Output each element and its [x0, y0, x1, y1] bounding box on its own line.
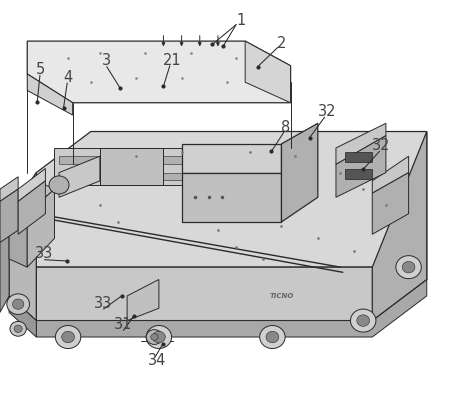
- Circle shape: [10, 321, 26, 336]
- Polygon shape: [345, 152, 372, 162]
- Polygon shape: [182, 173, 281, 222]
- Text: 8: 8: [281, 120, 291, 135]
- Text: 21: 21: [163, 53, 182, 68]
- Circle shape: [49, 176, 69, 194]
- Circle shape: [55, 326, 81, 349]
- Text: TICNO: TICNO: [269, 293, 294, 299]
- Circle shape: [260, 326, 285, 349]
- Polygon shape: [36, 132, 427, 267]
- Circle shape: [153, 331, 165, 343]
- Circle shape: [62, 331, 74, 343]
- Polygon shape: [372, 156, 409, 193]
- Polygon shape: [372, 132, 427, 321]
- Polygon shape: [9, 173, 36, 255]
- Polygon shape: [9, 173, 36, 321]
- Polygon shape: [245, 41, 291, 103]
- Polygon shape: [0, 214, 9, 312]
- Circle shape: [396, 256, 421, 279]
- Circle shape: [146, 326, 172, 349]
- Polygon shape: [36, 279, 427, 337]
- Polygon shape: [36, 226, 427, 321]
- Text: 34: 34: [148, 353, 166, 368]
- Text: 32: 32: [318, 104, 336, 119]
- Circle shape: [350, 309, 376, 332]
- Text: 3: 3: [102, 53, 111, 68]
- Polygon shape: [0, 177, 18, 201]
- Polygon shape: [0, 189, 18, 242]
- Circle shape: [151, 334, 158, 340]
- Polygon shape: [54, 148, 281, 185]
- Circle shape: [266, 331, 279, 343]
- Circle shape: [12, 299, 24, 309]
- Polygon shape: [27, 189, 54, 267]
- Circle shape: [146, 330, 163, 344]
- Text: 1: 1: [236, 13, 245, 28]
- Polygon shape: [27, 41, 291, 103]
- Polygon shape: [336, 136, 386, 197]
- Text: 31: 31: [114, 317, 133, 332]
- Polygon shape: [182, 144, 281, 173]
- Polygon shape: [9, 181, 54, 214]
- Polygon shape: [281, 123, 318, 222]
- Polygon shape: [9, 206, 27, 267]
- Polygon shape: [27, 74, 73, 115]
- Polygon shape: [336, 123, 386, 164]
- Circle shape: [357, 315, 370, 326]
- Circle shape: [402, 261, 415, 273]
- Text: 32: 32: [372, 139, 390, 153]
- Circle shape: [7, 294, 30, 314]
- Text: 4: 4: [64, 70, 73, 85]
- Text: 2: 2: [277, 36, 286, 51]
- Polygon shape: [59, 156, 100, 197]
- Polygon shape: [345, 169, 372, 179]
- Polygon shape: [100, 148, 163, 185]
- Polygon shape: [18, 169, 45, 201]
- Text: 5: 5: [35, 62, 44, 76]
- Text: 33: 33: [35, 247, 54, 261]
- Polygon shape: [9, 296, 36, 337]
- Polygon shape: [59, 173, 277, 180]
- Polygon shape: [127, 279, 159, 321]
- Text: 33: 33: [94, 296, 113, 311]
- Polygon shape: [18, 181, 45, 234]
- Polygon shape: [59, 156, 277, 164]
- Polygon shape: [372, 173, 409, 234]
- Circle shape: [14, 325, 22, 332]
